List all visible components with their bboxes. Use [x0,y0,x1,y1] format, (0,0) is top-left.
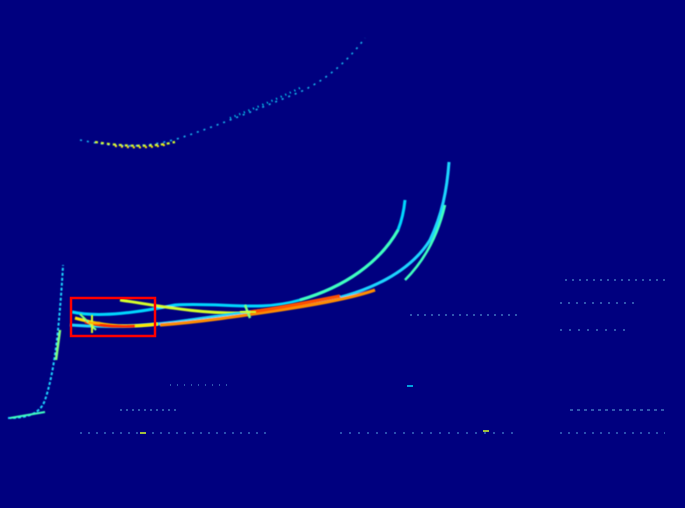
hotspot [74,304,256,333]
left-edge-trace [7,264,64,419]
highlight-box [69,296,157,338]
upper-arc-trace [79,37,366,149]
noise-streaks [80,279,665,434]
